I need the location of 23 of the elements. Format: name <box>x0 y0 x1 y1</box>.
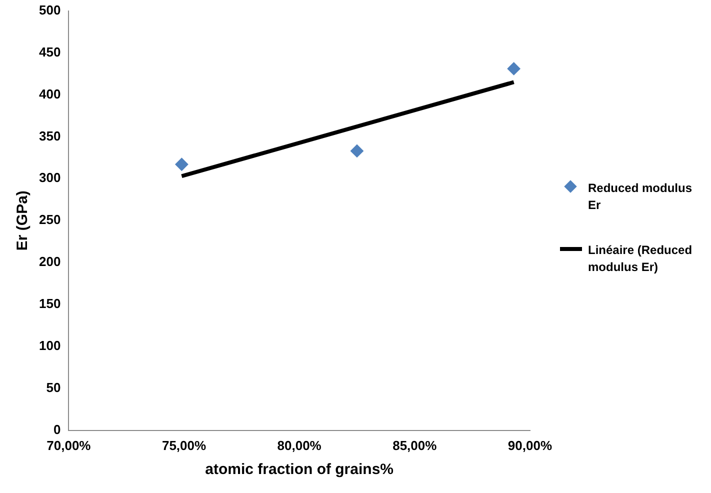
y-tick-label: 150 <box>38 296 61 312</box>
y-tick-label: 250 <box>38 212 61 228</box>
y-tick-label: 50 <box>46 380 61 396</box>
point <box>175 158 188 171</box>
x-tick-label: 80,00% <box>277 438 322 453</box>
y-tick-label: 300 <box>38 170 61 186</box>
y-tick-label: 0 <box>53 422 61 437</box>
y-tick-label: 500 <box>38 2 61 18</box>
y-tick-label: 350 <box>38 128 61 144</box>
y-tick-label: 450 <box>38 44 61 60</box>
point <box>350 144 364 158</box>
legend-label: Linéaire (Reduced modulus Er) <box>588 242 694 276</box>
point <box>507 62 520 76</box>
y-tick-label: 400 <box>38 86 61 102</box>
x-tick-label: 85,00% <box>392 438 438 453</box>
legend-label: Reduced modulus Er <box>588 180 694 214</box>
x-tick-label: 90,00% <box>508 438 552 453</box>
y-axis-title: Er (GPa) <box>14 190 32 251</box>
y-tick-label: 200 <box>38 254 61 270</box>
x-axis-title: atomic fraction of grains% <box>205 461 394 478</box>
x-tick-label: 70,00% <box>46 438 92 453</box>
x-tick-label: 75,00% <box>162 438 206 453</box>
y-tick-label: 100 <box>38 338 61 354</box>
